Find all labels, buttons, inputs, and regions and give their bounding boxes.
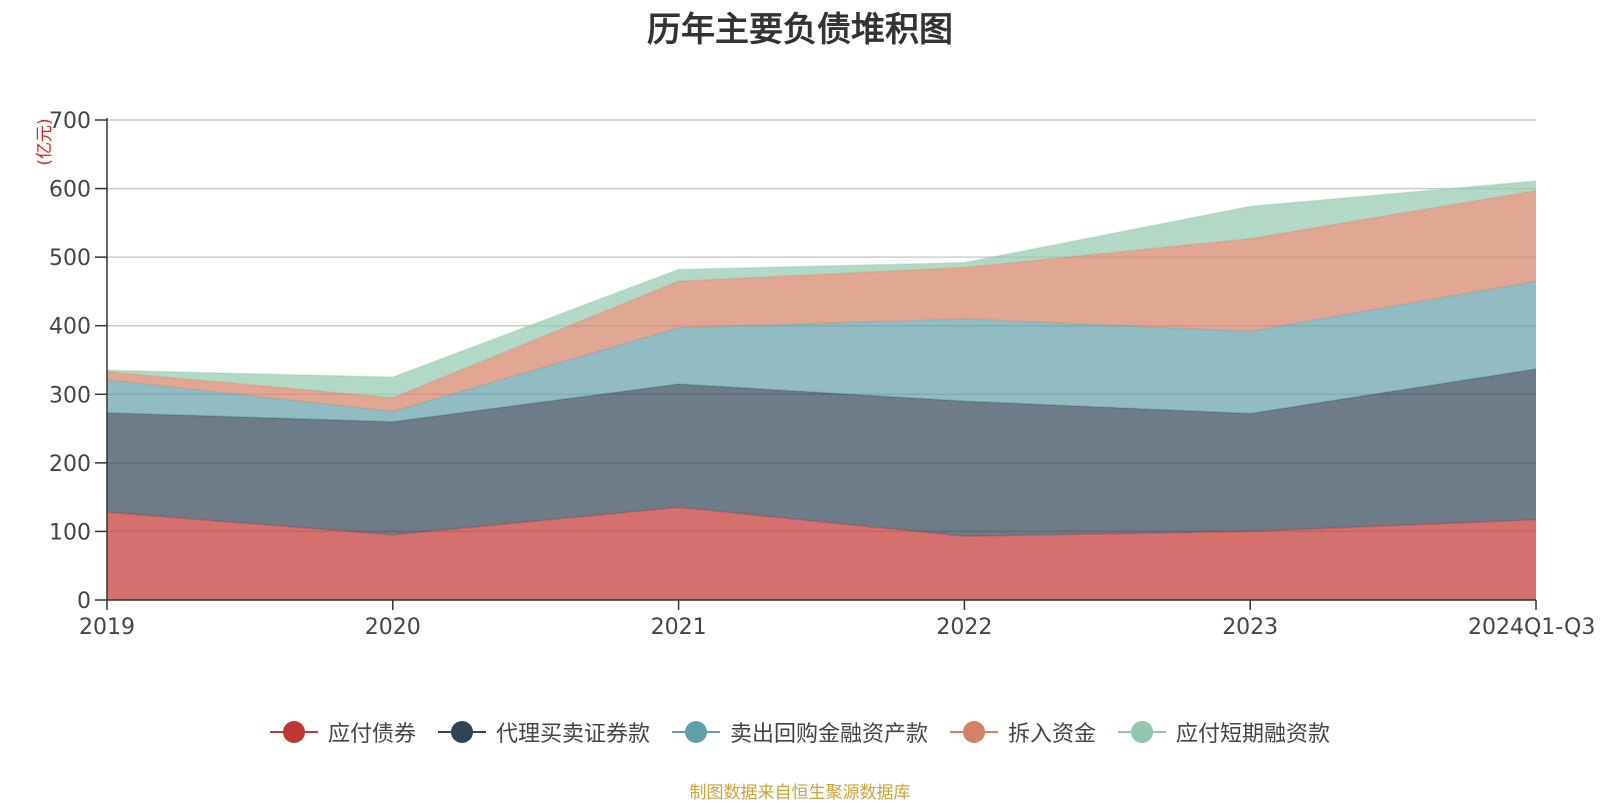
x-tick-label: 2019 (79, 615, 135, 640)
legend-item-2[interactable]: 代理买卖证券款 (437, 716, 650, 748)
area-series-5 (107, 181, 1536, 398)
x-tick-label: 2023 (1222, 615, 1278, 640)
y-tick-label: 0 (77, 589, 91, 614)
y-tick-label: 600 (49, 178, 91, 203)
legend-dot (1131, 721, 1154, 743)
legend-marker-icon (269, 720, 318, 744)
chart-title: 历年主要负债堆积图 (647, 10, 953, 50)
y-tick-label: 100 (49, 520, 91, 545)
source-note: 制图数据来自恒生聚源数据库 (689, 783, 911, 803)
y-tick-label: 300 (49, 383, 91, 408)
y-tick-label: 700 (49, 109, 91, 134)
legend-item-1[interactable]: 应付债券 (269, 716, 416, 748)
legend-dot (282, 721, 305, 743)
legend-dot (684, 721, 707, 743)
y-tick-label: 400 (49, 315, 91, 340)
x-tick-label: 2022 (936, 615, 992, 640)
axes: 0 100 200 300 400 500 600 700 2019 2020 2021 2022 20… (49, 109, 1595, 640)
legend-marker-icon (950, 720, 998, 744)
y-tick-label: 500 (49, 246, 91, 271)
legend-label: 代理买卖证券款 (495, 722, 650, 747)
area-series-3 (107, 281, 1536, 422)
legend: 应付债券 代理买卖证券款 卖出回购金融资产款 拆入资金 应付短期融资款 (0, 716, 1600, 748)
legend-dot (450, 721, 473, 743)
legend-dot (963, 721, 985, 743)
x-tick-label: 2024Q1-Q3 (1468, 615, 1595, 640)
legend-label: 卖出回购金融资产款 (729, 722, 928, 747)
legend-item-5[interactable]: 应付短期融资款 (1118, 716, 1330, 748)
area-series-2 (107, 368, 1536, 537)
area-series-1 (107, 507, 1536, 600)
series-line-5 (106, 180, 1537, 378)
legend-marker-icon (671, 720, 720, 744)
legend-marker-icon (1118, 720, 1167, 744)
legend-label: 应付短期融资款 (1176, 722, 1331, 747)
legend-label: 拆入资金 (1008, 722, 1097, 747)
area-series (106, 180, 1537, 600)
x-tick-label: 2020 (365, 615, 421, 640)
y-axis-label: (亿元) (35, 118, 55, 165)
legend-item-3[interactable]: 卖出回购金融资产款 (671, 716, 928, 748)
y-tick-label: 200 (49, 452, 91, 477)
legend-label: 应付债券 (327, 722, 416, 747)
x-tick-label: 2021 (651, 615, 707, 640)
legend-marker-icon (437, 720, 486, 744)
area-series-4 (107, 190, 1536, 412)
legend-item-4[interactable]: 拆入资金 (950, 716, 1096, 748)
